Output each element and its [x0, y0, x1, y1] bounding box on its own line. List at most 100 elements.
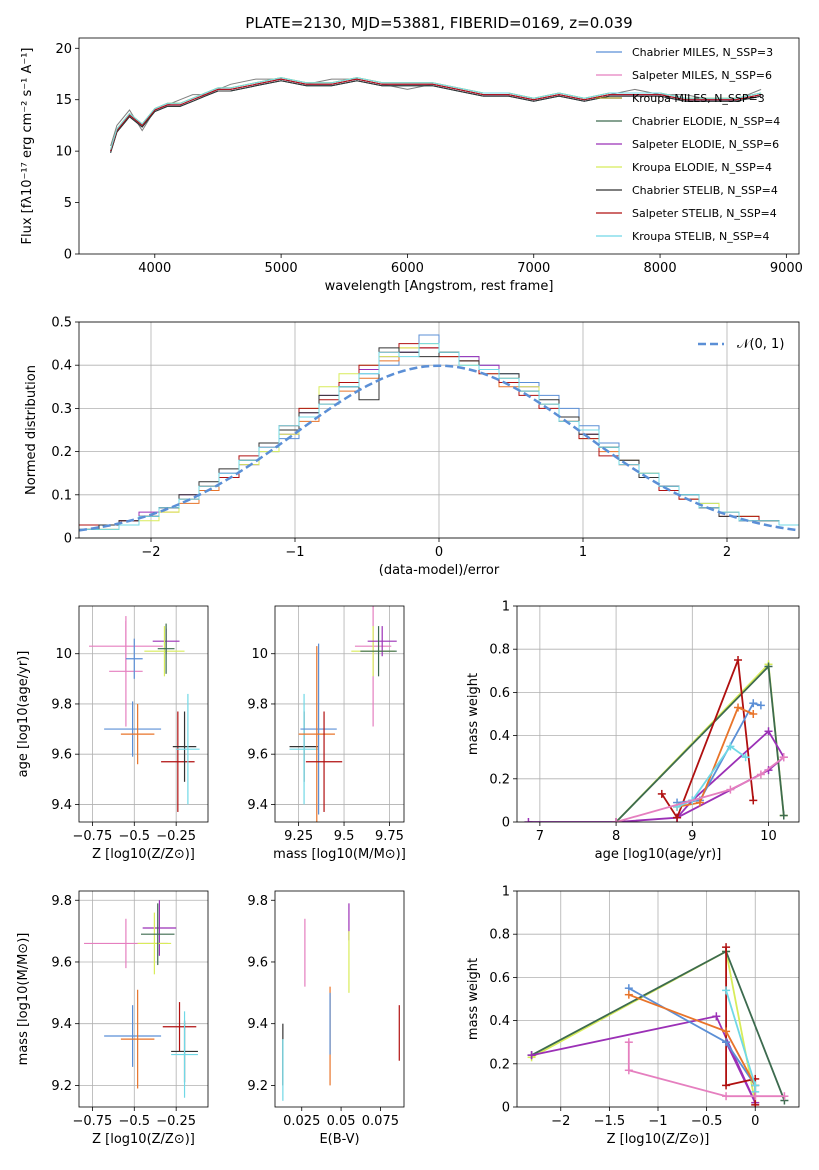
y-axis-label: mass weight: [466, 958, 481, 1040]
mass_vs_age-plot: [289, 606, 397, 822]
weight-line: [528, 729, 785, 822]
x-tick-label: 0: [435, 545, 443, 560]
x-tick-label: 9.25: [284, 829, 313, 844]
y-tick-label: 9.4: [247, 1017, 268, 1032]
ebv_vs_mass-plot: [282, 903, 400, 1101]
x-tick-label: −0.5: [691, 1114, 723, 1129]
x-tick-label: −2: [551, 1114, 570, 1129]
legend-label: Kroupa ELODIE, N_SSP=4: [632, 161, 772, 174]
y-tick-label: 0.2: [51, 445, 72, 460]
legend-label: Salpeter STELIB, N_SSP=4: [632, 207, 777, 220]
z_vs_mass-frame: [78, 890, 209, 1108]
y-tick-label: 1: [502, 600, 510, 615]
model-spectrum: [110, 78, 762, 152]
y-axis-label: mass [log10(M/M⊙)]: [16, 933, 31, 1066]
mass_weight_vs_age-frame: [516, 605, 800, 823]
mass_weight_vs_z-grid: [517, 890, 799, 1108]
y-tick-label: 0.8: [489, 643, 510, 658]
x-tick-label: 7: [536, 829, 544, 844]
ebv_vs_mass-frame: [274, 890, 405, 1108]
x-tick-label: −1: [285, 545, 304, 560]
spectrum-frame: [78, 37, 800, 255]
x-tick-label: 0.075: [362, 1114, 399, 1129]
y-tick-label: 9.2: [247, 1079, 268, 1094]
x-axis-label: wavelength [Angstrom, rest frame]: [325, 279, 554, 294]
y-tick-label: 0.4: [51, 359, 72, 374]
legend-label: Kroupa STELIB, N_SSP=4: [632, 230, 770, 243]
y-tick-label: 9.6: [247, 748, 268, 763]
legend-label: 𝒩(0, 1): [737, 337, 784, 352]
y-tick-label: 0.2: [489, 1057, 510, 1072]
y-tick-label: 0.4: [489, 1014, 510, 1029]
x-tick-label: 0.025: [283, 1114, 320, 1129]
model-spectrum: [110, 80, 762, 153]
y-tick-label: 9.8: [247, 894, 268, 909]
mass_weight_vs_z-frame: [516, 890, 800, 1108]
y-tick-label: 0.3: [51, 402, 72, 417]
model-spectrum: [110, 77, 762, 150]
y-tick-label: 10: [55, 647, 72, 662]
y-tick-label: 15: [55, 93, 72, 108]
y-tick-label: 10: [55, 145, 72, 160]
x-tick-label: 8: [612, 829, 620, 844]
mass_weight_vs_z-plot: [527, 943, 789, 1107]
x-tick-label: −0.5: [118, 1114, 150, 1129]
y-tick-label: 9.8: [247, 697, 268, 712]
weight-line: [531, 1015, 757, 1104]
residuals-frame: [78, 321, 800, 539]
observed-spectrum: [110, 78, 762, 147]
x-tick-label: −0.25: [156, 829, 196, 844]
y-tick-label: 0: [64, 248, 72, 263]
legend-label: Chabrier MILES, N_SSP=3: [632, 46, 773, 59]
mass_vs_age-frame: [274, 605, 405, 823]
x-axis-label: E(B-V): [319, 1132, 359, 1147]
x-tick-label: 10: [760, 829, 777, 844]
legend-label: Salpeter ELODIE, N_SSP=6: [632, 138, 779, 151]
y-tick-label: 9.6: [51, 748, 72, 763]
y-tick-label: 9.4: [247, 798, 268, 813]
x-axis-label: mass [log10(M/M⊙)]: [273, 847, 406, 862]
x-tick-label: −1: [648, 1114, 667, 1129]
y-tick-label: 9.2: [51, 1079, 72, 1094]
y-tick-label: 0: [502, 816, 510, 831]
residual-plot: [79, 334, 799, 532]
y-tick-label: 0: [64, 532, 72, 547]
y-tick-label: 0.4: [489, 729, 510, 744]
mass_weight_vs_age-plot: [524, 656, 788, 822]
y-tick-label: 20: [55, 42, 72, 57]
x-tick-label: 9.5: [334, 829, 355, 844]
z_vs_age-grid: [79, 606, 208, 822]
x-tick-label: 0: [751, 1114, 759, 1129]
x-axis-label: Z [log10(Z/Z⊙)]: [607, 1132, 710, 1147]
y-tick-label: 9.6: [247, 955, 268, 970]
x-tick-label: 7000: [517, 261, 550, 276]
y-tick-label: 5: [64, 196, 72, 211]
x-tick-label: 5000: [265, 261, 298, 276]
legend-label: Kroupa MILES, N_SSP=3: [632, 92, 765, 105]
x-tick-label: −0.75: [72, 829, 112, 844]
y-tick-label: 9.6: [51, 955, 72, 970]
z_vs_mass-plot: [84, 900, 198, 1098]
normal-curve: [79, 364, 799, 532]
y-tick-label: 0.1: [51, 488, 72, 503]
x-tick-label: 9.75: [375, 829, 404, 844]
x-tick-label: 6000: [391, 261, 424, 276]
weight-line: [661, 659, 755, 820]
y-tick-label: 9.4: [51, 1017, 72, 1032]
x-tick-label: −2: [141, 545, 160, 560]
x-tick-label: 9: [688, 829, 696, 844]
legend-label: Chabrier STELIB, N_SSP=4: [632, 184, 778, 197]
y-tick-label: 0: [502, 1101, 510, 1116]
z_vs_age-plot: [89, 616, 200, 812]
y-tick-label: 0.8: [489, 928, 510, 943]
x-tick-label: −0.25: [156, 1114, 196, 1129]
y-axis-label: mass weight: [466, 673, 481, 755]
chart-title: PLATE=2130, MJD=53881, FIBERID=0169, z=0…: [245, 14, 632, 32]
x-tick-label: 1: [579, 545, 587, 560]
z_vs_age-frame: [78, 605, 209, 823]
y-axis-label: Normed distribution: [24, 365, 39, 495]
z_vs_mass-grid: [79, 891, 208, 1107]
x-tick-label: 0.05: [327, 1114, 356, 1129]
x-tick-label: 9000: [770, 261, 803, 276]
